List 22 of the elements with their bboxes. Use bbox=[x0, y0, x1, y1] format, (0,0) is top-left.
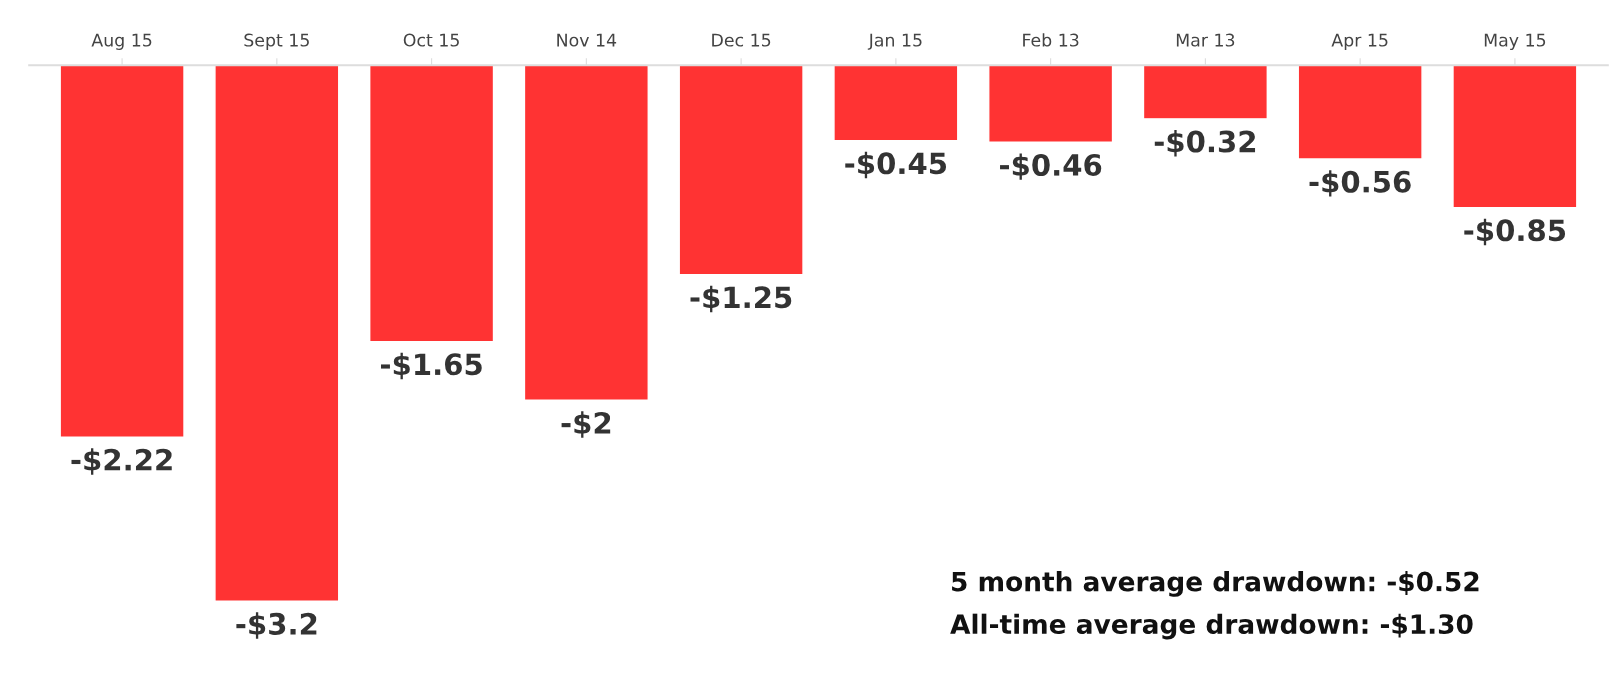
data-label: -$1.25 bbox=[690, 285, 792, 313]
data-label: -$3.2 bbox=[236, 612, 317, 639]
data-label: -$2 bbox=[561, 411, 611, 438]
x-tick-label: May 15 bbox=[1484, 33, 1546, 50]
data-label: -$0.85 bbox=[1464, 218, 1566, 246]
data-label: -$2.22 bbox=[71, 448, 172, 475]
text: All-time average drawdown: -$1.30 bbox=[950, 613, 1473, 640]
data-label: -$0.46 bbox=[1000, 153, 1102, 180]
x-tick-label: Dec 15 bbox=[712, 33, 771, 47]
data-label: -$1.65 bbox=[381, 352, 482, 380]
x-tick-label: Nov 14 bbox=[557, 33, 617, 47]
x-tick-label: Feb 13 bbox=[1023, 33, 1079, 47]
x-tick-label: Mar 13 bbox=[1176, 33, 1235, 47]
data-label: -$0.56 bbox=[1309, 170, 1411, 197]
x-tick-label: Sept 15 bbox=[244, 33, 309, 50]
annotation: 5 month average drawdown: -$0.52 bbox=[952, 571, 1479, 597]
x-tick-label: Jan 15 bbox=[867, 33, 922, 50]
x-tick-label: Apr 15 bbox=[1331, 33, 1388, 50]
data-label: -$0.45 bbox=[845, 151, 947, 179]
x-tick-label: Oct 15 bbox=[403, 33, 459, 47]
data-label: -$0.32 bbox=[1154, 129, 1256, 157]
x-tick-label: Aug 15 bbox=[91, 33, 152, 50]
